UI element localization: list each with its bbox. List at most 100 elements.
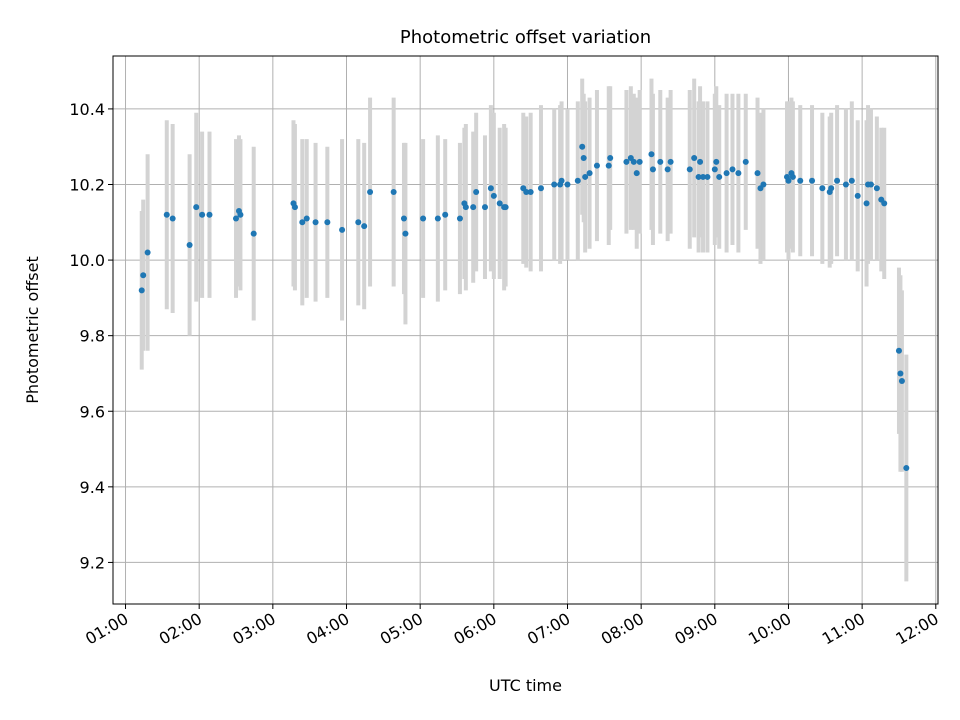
data-point xyxy=(402,230,409,237)
data-point xyxy=(697,158,704,165)
data-point xyxy=(809,177,816,184)
data-point xyxy=(496,200,503,207)
data-point xyxy=(735,170,742,177)
data-point xyxy=(729,166,736,173)
data-point xyxy=(140,272,147,279)
data-point xyxy=(233,215,240,222)
data-point xyxy=(623,158,630,165)
data-point xyxy=(502,204,509,211)
data-point xyxy=(481,204,488,211)
data-point xyxy=(470,204,477,211)
data-point xyxy=(593,162,600,169)
data-point xyxy=(630,158,637,165)
data-point xyxy=(713,158,720,165)
data-point xyxy=(686,166,693,173)
data-point xyxy=(456,215,463,222)
data-point xyxy=(797,177,804,184)
data-point xyxy=(854,192,861,199)
data-point xyxy=(367,189,374,196)
data-point xyxy=(691,155,698,162)
data-point xyxy=(607,155,614,162)
data-point xyxy=(842,181,849,188)
data-point xyxy=(819,185,826,192)
data-point xyxy=(867,181,874,188)
data-point xyxy=(898,378,905,385)
data-point xyxy=(291,204,298,211)
data-point xyxy=(834,177,841,184)
data-point xyxy=(582,173,589,180)
y-tick-label: 10.4 xyxy=(69,100,105,119)
y-tick-label: 9.6 xyxy=(80,402,105,421)
data-point xyxy=(828,185,835,192)
data-point xyxy=(742,158,749,165)
data-point xyxy=(716,173,723,180)
data-point xyxy=(564,181,571,188)
data-point xyxy=(237,211,244,218)
data-point xyxy=(473,189,480,196)
y-axis-title: Photometric offset xyxy=(23,256,42,404)
data-point xyxy=(649,166,656,173)
data-point xyxy=(897,370,904,377)
data-point xyxy=(586,170,593,177)
data-point xyxy=(324,219,331,226)
data-point xyxy=(903,464,910,471)
data-point xyxy=(605,162,612,169)
data-point xyxy=(760,181,767,188)
y-tick-label: 9.2 xyxy=(80,553,105,572)
data-point xyxy=(144,249,151,256)
data-point xyxy=(579,143,586,150)
data-point xyxy=(785,177,792,184)
data-point xyxy=(657,158,664,165)
data-point xyxy=(848,177,855,184)
data-point xyxy=(704,173,711,180)
y-tick-label: 9.8 xyxy=(80,327,105,346)
data-point xyxy=(648,151,655,158)
data-point xyxy=(667,158,674,165)
y-tick-label: 10.0 xyxy=(69,251,105,270)
data-point xyxy=(163,211,170,218)
data-point xyxy=(537,185,544,192)
data-point xyxy=(186,241,193,248)
plot-area-frame xyxy=(112,55,939,605)
data-point xyxy=(873,185,880,192)
data-point xyxy=(169,215,176,222)
data-point xyxy=(527,189,534,196)
data-point xyxy=(420,215,427,222)
data-point xyxy=(551,181,558,188)
data-point xyxy=(199,211,206,218)
data-point xyxy=(633,170,640,177)
data-point xyxy=(711,166,718,173)
data-point xyxy=(355,219,362,226)
data-point xyxy=(303,215,310,222)
data-point xyxy=(390,189,397,196)
data-point xyxy=(487,185,494,192)
data-point xyxy=(723,170,730,177)
data-point xyxy=(206,211,213,218)
data-point xyxy=(636,158,643,165)
data-point xyxy=(462,204,469,211)
data-point xyxy=(138,287,145,294)
data-point xyxy=(490,192,497,199)
data-point xyxy=(250,230,257,237)
data-point xyxy=(434,215,441,222)
data-points xyxy=(138,143,910,471)
data-point xyxy=(339,226,346,233)
data-point xyxy=(558,177,565,184)
data-point xyxy=(863,200,870,207)
chart-title: Photometric offset variation xyxy=(400,27,651,48)
data-point xyxy=(789,173,796,180)
data-point xyxy=(361,223,368,230)
data-point xyxy=(400,215,407,222)
y-tick-label: 9.4 xyxy=(80,478,105,497)
y-tick-label: 10.2 xyxy=(69,175,105,194)
data-point xyxy=(881,200,888,207)
data-point xyxy=(442,211,449,218)
data-point xyxy=(299,219,306,226)
data-point xyxy=(895,347,902,354)
data-point xyxy=(312,219,319,226)
data-point xyxy=(574,177,581,184)
data-point xyxy=(700,173,707,180)
data-point xyxy=(664,166,671,173)
data-point xyxy=(523,189,530,196)
